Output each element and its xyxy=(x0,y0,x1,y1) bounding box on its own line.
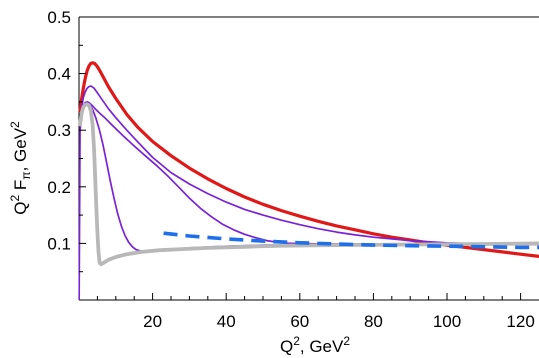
x-tick-label: 100 xyxy=(433,312,461,331)
x-tick-label: 80 xyxy=(364,312,383,331)
x-tick-label: 20 xyxy=(143,312,162,331)
x-tick-label: 40 xyxy=(217,312,236,331)
y-tick-label: 0.3 xyxy=(47,121,71,140)
y-axis-title-base: Q xyxy=(11,202,30,215)
y-axis-title-rest: , GeV xyxy=(11,127,30,171)
x-tick-label: 60 xyxy=(290,312,309,331)
ticks-layer: 0.1 0.2 0.3 0.4 0.5 20 40 60 80 100 120 xyxy=(47,8,534,331)
y-tick-label: 0.4 xyxy=(47,65,71,84)
x-axis-title-rest: , GeV xyxy=(300,337,344,356)
series-line-3 xyxy=(79,101,539,245)
series-line-5 xyxy=(78,102,539,267)
y-axis-title-sub: π xyxy=(19,171,33,179)
y-tick-label: 0.1 xyxy=(47,234,71,253)
y-axis-title-sup: 2 xyxy=(8,195,22,202)
y-axis-title-unit-sup: 2 xyxy=(8,121,22,128)
series-line-2 xyxy=(79,85,539,246)
y-axis-title: Q2 Fπ, GeV2 xyxy=(8,121,33,215)
series-line-4 xyxy=(79,103,539,253)
x-tick-label: 120 xyxy=(506,312,534,331)
y-axis-title-f: F xyxy=(11,180,30,195)
series-line-6 xyxy=(163,231,539,250)
x-axis-title-unit-sup: 2 xyxy=(343,334,350,348)
x-axis-title-base: Q xyxy=(280,337,293,356)
x-axis-title: Q2, GeV2 xyxy=(280,334,350,356)
y-tick-label: 0.5 xyxy=(47,8,71,27)
x-axis-title-sup: 2 xyxy=(293,334,300,348)
y-tick-label: 0.2 xyxy=(47,178,71,197)
series-layer xyxy=(78,61,539,301)
